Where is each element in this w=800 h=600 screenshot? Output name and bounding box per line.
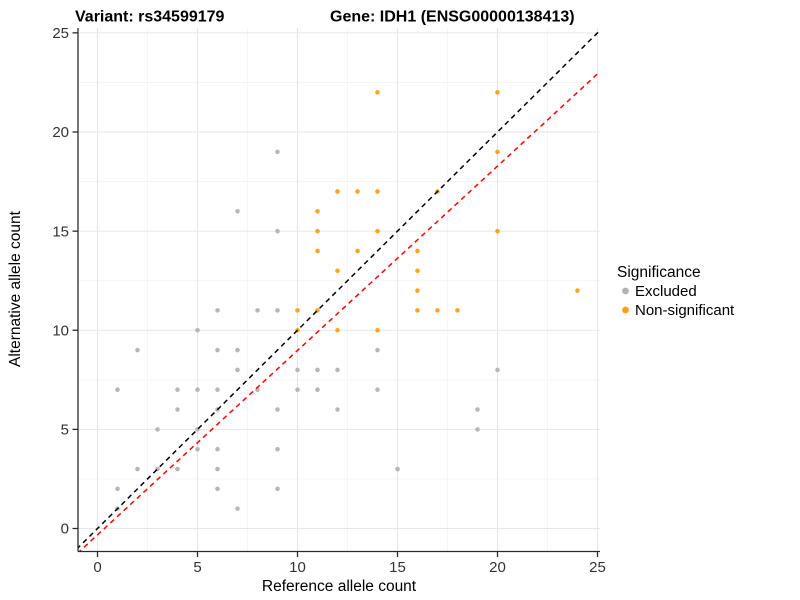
data-point [495,228,500,234]
plot-title-gene: Gene: IDH1 (ENSG00000138413) [330,9,575,26]
grid-minor [78,28,600,552]
x-tick-label: 10 [289,559,306,576]
data-point [175,407,180,412]
data-point [375,189,380,194]
y-tick-label: 10 [52,322,69,339]
legend-non-significant-dot-icon [622,306,629,314]
data-point [215,308,220,313]
data-point [475,407,480,412]
legend-non-significant-label: Non-significant [635,302,735,319]
data-point [215,446,220,452]
data-point [135,466,140,472]
data-point [115,486,120,492]
data-point [375,347,380,353]
data-point [415,288,420,293]
data-point [195,446,200,452]
data-point [215,387,220,393]
data-point [235,506,240,511]
data-point [315,387,320,393]
data-point [175,387,180,393]
data-point [275,407,280,412]
data-point [215,466,220,472]
data-point [415,268,420,274]
data-point [495,90,500,95]
data-point [335,367,340,373]
data-point [275,149,280,155]
data-point [375,228,380,234]
grid-major [78,28,600,552]
data-point [135,347,140,353]
data-point [355,248,360,254]
data-point [235,367,240,373]
legend-excluded-dot-icon [622,287,629,295]
y-tick-label: 0 [61,521,69,538]
data-point [295,387,300,393]
data-point [495,149,500,155]
data-point [195,327,200,333]
data-point [315,248,320,254]
data-point [315,209,320,214]
data-point [415,308,420,313]
data-point [115,387,120,393]
axes-layer [72,28,600,557]
data-point [455,308,460,313]
x-tick-label: 0 [93,559,101,576]
data-point [475,427,480,432]
x-axis-title: Reference allele count [262,578,417,595]
data-point [255,308,260,313]
data-point [215,486,220,492]
data-point [215,347,220,353]
y-tick-label: 20 [52,124,69,141]
reference-lines-layer [78,29,600,552]
data-point [375,387,380,393]
data-point [275,486,280,492]
tick-labels-layer: 0 5 10 15 20 25 0 5 10 15 20 25 [52,25,606,576]
data-point [315,367,320,373]
data-point [355,189,360,194]
data-point [335,407,340,412]
data-point [375,327,380,333]
x-tick-label: 20 [489,559,506,576]
data-point [335,327,340,333]
data-point [175,466,180,472]
data-point [335,189,340,194]
data-point [395,466,400,472]
y-axis-title: Alternative allele count [7,210,24,367]
plot-title-variant: Variant: rs34599179 [75,9,225,26]
data-point [295,308,300,313]
x-tick-label: 5 [193,559,201,576]
x-tick-label: 15 [389,559,406,576]
data-point [335,268,340,274]
data-point [235,209,240,214]
data-point [295,367,300,373]
data-point [275,308,280,313]
y-tick-label: 5 [61,422,69,439]
data-point [415,248,420,254]
legend: Significance Excluded Non-significant [617,264,735,319]
data-point [155,427,160,432]
legend-title: Significance [617,264,701,281]
x-tick-label: 25 [589,559,606,576]
data-point [575,288,580,293]
data-points-layer [115,90,580,511]
data-point [375,90,380,95]
identity-line [78,29,600,549]
data-point [315,228,320,234]
fit-line [78,70,600,552]
data-point [275,228,280,234]
y-tick-label: 25 [52,25,69,42]
data-point [275,446,280,452]
data-point [235,347,240,353]
data-point [495,367,500,373]
data-point [435,308,440,313]
legend-excluded-label: Excluded [635,283,697,300]
data-point [195,387,200,393]
y-tick-label: 15 [52,223,69,240]
